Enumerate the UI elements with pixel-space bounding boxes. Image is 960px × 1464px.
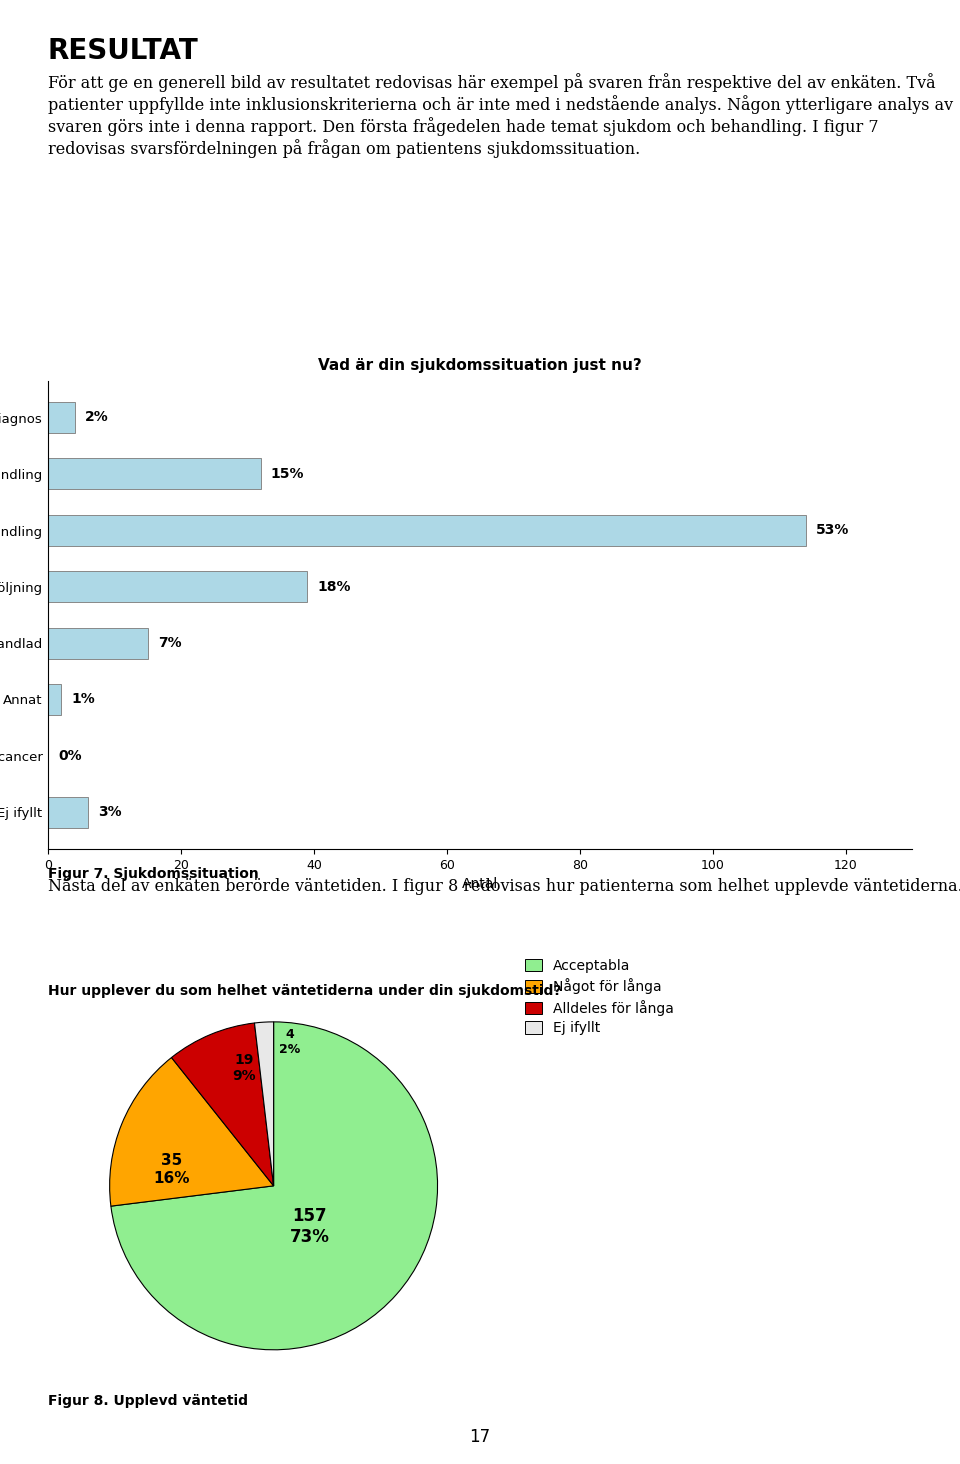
Wedge shape	[111, 1022, 438, 1350]
Text: 17: 17	[469, 1429, 491, 1446]
Text: 2%: 2%	[84, 410, 108, 425]
Wedge shape	[254, 1022, 274, 1186]
Bar	[48, 515, 805, 546]
Bar	[48, 403, 75, 433]
Wedge shape	[109, 1057, 274, 1206]
Text: 19
9%: 19 9%	[232, 1053, 256, 1083]
Text: 53%: 53%	[816, 523, 849, 537]
Text: 157
73%: 157 73%	[290, 1208, 329, 1246]
Text: 35
16%: 35 16%	[154, 1154, 190, 1186]
X-axis label: Antal: Antal	[462, 877, 498, 892]
Text: 1%: 1%	[71, 692, 95, 707]
Text: För att ge en generell bild av resultatet redovisas här exempel på svaren från r: För att ge en generell bild av resultate…	[48, 73, 953, 158]
Text: RESULTAT: RESULTAT	[48, 37, 199, 64]
Bar	[48, 571, 307, 602]
Text: 15%: 15%	[271, 467, 304, 480]
Text: 7%: 7%	[157, 635, 181, 650]
Text: 18%: 18%	[317, 580, 350, 594]
Bar	[48, 628, 148, 659]
Bar	[48, 684, 61, 714]
Text: 3%: 3%	[98, 805, 122, 820]
Text: 4
2%: 4 2%	[279, 1028, 300, 1056]
Bar	[48, 796, 88, 827]
Text: Hur upplever du som helhet väntetiderna under din sjukdomstid?: Hur upplever du som helhet väntetiderna …	[48, 984, 562, 998]
Text: 0%: 0%	[58, 750, 82, 763]
Legend: Acceptabla, Något för långa, Alldeles för långa, Ej ifyllt: Acceptabla, Något för långa, Alldeles fö…	[525, 959, 674, 1035]
Wedge shape	[172, 1023, 274, 1186]
Title: Vad är din sjukdomssituation just nu?: Vad är din sjukdomssituation just nu?	[318, 357, 642, 372]
Text: Figur 8. Upplevd väntetid: Figur 8. Upplevd väntetid	[48, 1394, 248, 1408]
Bar	[48, 458, 261, 489]
Text: Nästa del av enkäten berörde väntetiden. I figur 8 redovisas hur patienterna som: Nästa del av enkäten berörde väntetiden.…	[48, 878, 960, 896]
Text: Figur 7. Sjukdomssituation: Figur 7. Sjukdomssituation	[48, 867, 259, 881]
